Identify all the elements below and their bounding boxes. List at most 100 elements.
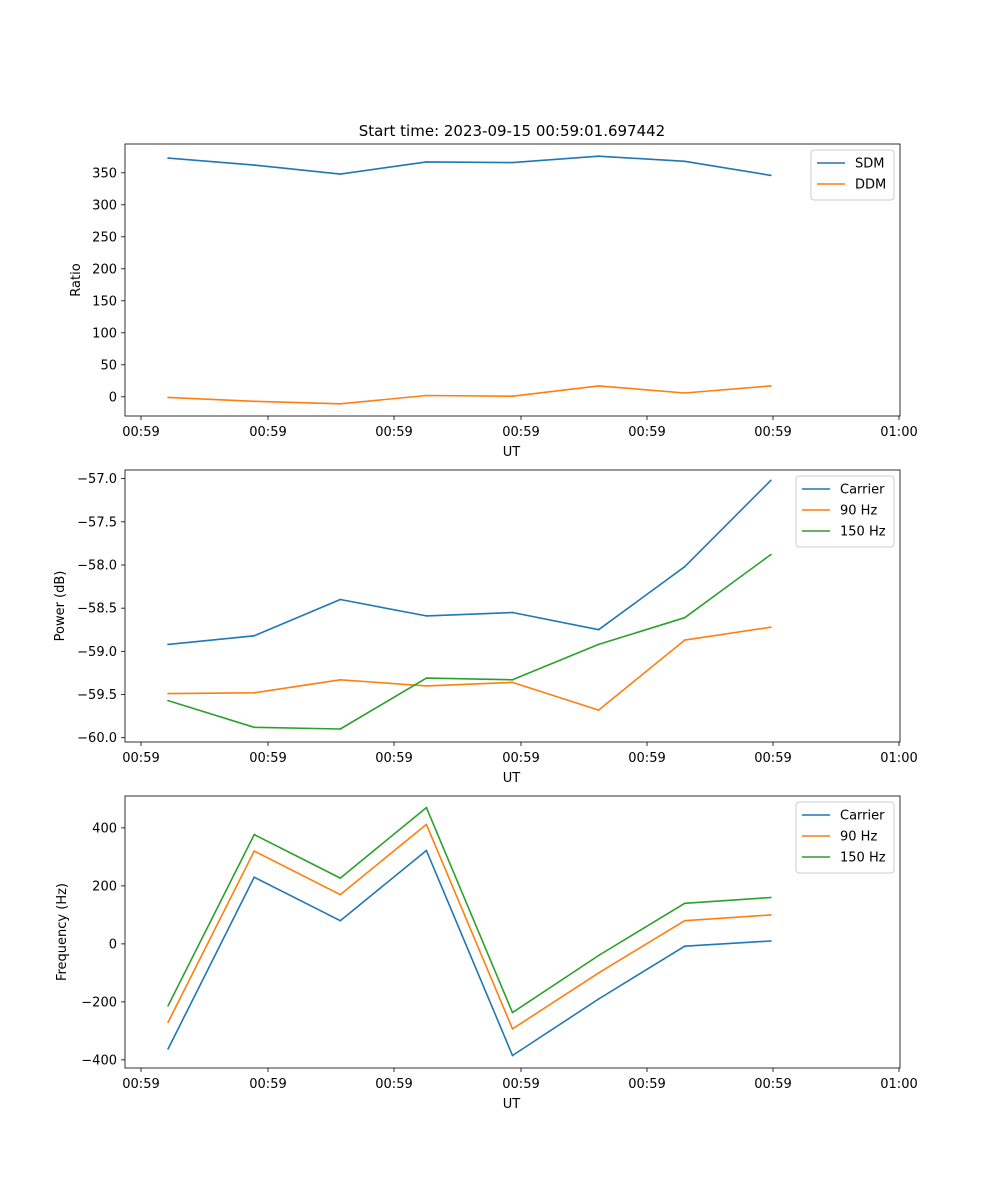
- series-ddm-point: [339, 402, 342, 405]
- series-150-hz-point: [339, 728, 342, 730]
- series-90-hz-point: [769, 914, 772, 916]
- x-axis-label: UT: [503, 1097, 521, 1112]
- x-tick-label: 01:00: [880, 751, 917, 766]
- series-90-hz-point: [167, 692, 170, 695]
- y-tick-label: −59.0: [77, 645, 117, 660]
- x-tick-label: 00:59: [502, 1077, 539, 1092]
- series-carrier-point: [425, 849, 428, 852]
- series-carrier-point: [339, 598, 342, 601]
- series-90-hz-line: [167, 823, 771, 1030]
- series-carrier-line: [168, 479, 772, 646]
- y-tick-label: 0: [109, 390, 117, 405]
- y-tick-label: 200: [92, 262, 117, 277]
- y-tick-label: −60.0: [77, 731, 117, 746]
- series-150-hz-point: [425, 806, 428, 809]
- series-150-hz-point: [339, 877, 342, 879]
- x-axis-label: UT: [503, 445, 521, 460]
- x-tick-label: 00:59: [628, 425, 665, 440]
- series-90-hz-point: [683, 639, 686, 641]
- x-tick-label: 00:59: [628, 1077, 665, 1092]
- x-tick-label: 00:59: [249, 425, 286, 440]
- panel-2: 00:59 00:59 00:59 00:59 00:59 00:59 01:00 −60.0…: [53, 469, 918, 786]
- panel-3: 00:59 00:59 00:59 00:59 00:59 00:59 01:00 −400 −…: [55, 795, 918, 1112]
- x-tick-label: 00:59: [122, 425, 159, 440]
- series-carrier-point: [511, 611, 514, 614]
- legend: Carrier 90 Hz 150 Hz: [795, 801, 895, 874]
- y-tick-label: 100: [92, 326, 117, 341]
- series-90-hz-point: [253, 850, 256, 852]
- x-tick-label: 00:59: [122, 751, 159, 766]
- series-sdm-point: [253, 164, 256, 167]
- series-90-hz-point: [167, 1021, 170, 1024]
- axes-frame: [124, 795, 901, 1069]
- series-150-hz-point: [597, 954, 600, 957]
- series-90-hz-point: [769, 626, 772, 629]
- legend-label: 150 Hz: [840, 851, 886, 866]
- y-tick-label: 200: [92, 879, 117, 894]
- legend-label: Carrier: [840, 483, 885, 498]
- legend-label: DDM: [855, 178, 886, 193]
- x-tick-label: 00:59: [375, 751, 412, 766]
- series-carrier-point: [339, 919, 342, 922]
- series-carrier-point: [597, 628, 600, 631]
- series-150-hz-point: [167, 699, 170, 702]
- legend-label: 150 Hz: [840, 525, 886, 540]
- x-tick-label: 00:59: [754, 425, 791, 440]
- x-tick-label: 00:59: [375, 425, 412, 440]
- y-tick-label: −59.5: [77, 688, 117, 703]
- x-tick-label: 00:59: [122, 1077, 159, 1092]
- y-axis-label: Frequency (Hz): [55, 883, 70, 981]
- x-tick-label: 00:59: [754, 751, 791, 766]
- series-ddm-point: [683, 392, 686, 394]
- series-carrier-point: [167, 643, 170, 646]
- legend-label: Carrier: [840, 809, 885, 824]
- x-tick-label: 00:59: [754, 1077, 791, 1092]
- series-sdm-point: [769, 174, 772, 177]
- y-tick-label: 300: [92, 198, 117, 213]
- series-90-hz-point: [339, 678, 342, 681]
- series-carrier-line: [167, 849, 771, 1057]
- series-150-hz-point: [253, 833, 256, 836]
- x-tick-label: 00:59: [502, 751, 539, 766]
- x-tick-label: 00:59: [249, 1077, 286, 1092]
- series-150-hz-point: [167, 1004, 170, 1007]
- y-tick-label: 50: [100, 358, 117, 373]
- series-90-hz-point: [339, 893, 342, 896]
- x-tick-label: 01:00: [880, 425, 917, 440]
- legend-box: [795, 801, 895, 874]
- series-ddm-point: [167, 396, 170, 399]
- series-carrier-point: [253, 634, 256, 637]
- legend-box: [795, 475, 895, 548]
- series-150-hz-point: [253, 726, 256, 729]
- series-carrier-point: [511, 1054, 514, 1057]
- series-carrier-point: [167, 1048, 170, 1050]
- series-ddm-point: [769, 385, 772, 387]
- series-150-hz-point: [511, 1011, 514, 1014]
- axes-frame: [124, 143, 901, 417]
- series-90-hz-point: [597, 709, 600, 711]
- series-90-hz-point: [511, 681, 514, 684]
- series-150-hz-line: [167, 806, 771, 1014]
- series-sdm-point: [597, 155, 600, 158]
- x-tick-label: 01:00: [880, 1077, 917, 1092]
- y-tick-label: −58.5: [77, 602, 117, 617]
- series-150-hz-point: [769, 896, 772, 899]
- series-150-hz-point: [597, 643, 600, 646]
- series-ddm-point: [425, 394, 428, 397]
- series-150-hz-point: [511, 678, 514, 681]
- series-90-hz-point: [253, 691, 256, 694]
- series-sdm-line: [168, 155, 771, 177]
- x-tick-label: 00:59: [502, 425, 539, 440]
- y-tick-label: 400: [92, 821, 117, 836]
- x-tick-label: 00:59: [628, 751, 665, 766]
- series-carrier-point: [769, 940, 772, 942]
- series-90-hz-point: [425, 823, 428, 826]
- x-axis-label: UT: [503, 771, 521, 786]
- series-150-hz-point: [683, 902, 686, 905]
- series-sdm-point: [683, 160, 686, 163]
- series-150-hz-point: [683, 616, 686, 619]
- axes-frame: [124, 469, 901, 743]
- series-90-hz-point: [425, 685, 428, 687]
- x-tick-label: 00:59: [249, 751, 286, 766]
